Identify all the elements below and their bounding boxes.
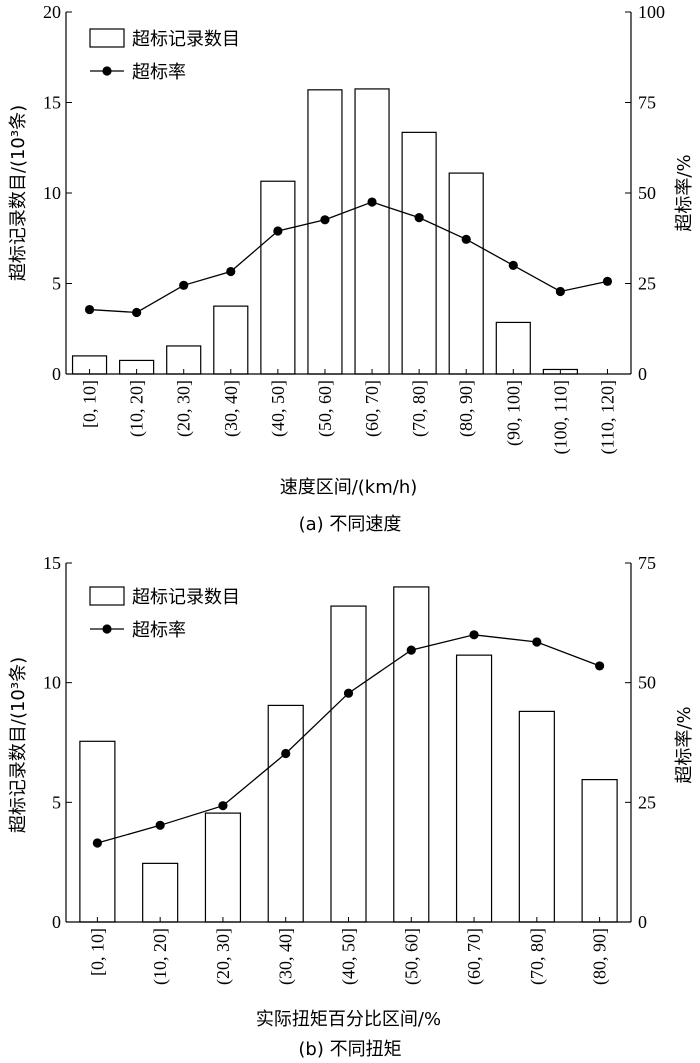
bar-5 [307, 89, 343, 375]
x-tick-label: (10, 20] [127, 380, 148, 437]
rate-point-1 [155, 820, 165, 830]
right-tick-label: 75 [638, 553, 656, 573]
x-tick-label: [0, 10] [87, 928, 107, 976]
left-tick-label: 20 [43, 2, 61, 22]
panel-caption: (a) 不同速度 [299, 514, 402, 535]
legend-bar-swatch [89, 586, 125, 606]
left-tick-label: 10 [43, 673, 61, 693]
rate-line [89, 201, 608, 314]
legend-line-marker [102, 66, 112, 76]
legend-bar-label: 超标记录数目 [132, 29, 240, 50]
rate-point-9 [508, 260, 518, 270]
x-tick-label: (90, 100] [503, 380, 524, 446]
right-tick-label: 50 [638, 183, 656, 203]
legend-line-label: 超标率 [132, 620, 186, 641]
x-tick-label: (10, 20] [150, 928, 171, 985]
rate-point-7 [414, 213, 424, 223]
rate-point-4 [273, 226, 283, 236]
panel-caption: (b) 不同扭矩 [298, 1039, 401, 1060]
x-tick-label: (50, 60] [315, 380, 336, 437]
left-tick-label: 0 [52, 364, 61, 384]
left-tick-label: 5 [52, 792, 61, 812]
x-tick-label: (30, 40] [276, 928, 297, 985]
x-axis-title: 速度区间/(km/h) [280, 477, 418, 498]
bar-7 [401, 131, 437, 375]
x-tick-label: [0, 10] [80, 380, 100, 428]
bar-6 [455, 654, 493, 923]
left-tick-label: 5 [52, 274, 61, 294]
x-tick-label: (50, 60] [401, 928, 422, 985]
right-tick-label: 0 [638, 364, 647, 384]
bar-3 [213, 305, 249, 375]
x-tick-label: (70, 80] [409, 380, 430, 437]
rate-point-6 [367, 197, 377, 207]
chart-panel-b: 0 5 10 15 0 25 50 75 [0, 10] (10, 20] (20, 30] (30,… [8, 553, 695, 1060]
bar-0 [79, 740, 116, 923]
legend-bar-label: 超标记录数目 [132, 587, 240, 608]
bar-8 [581, 778, 618, 923]
rate-point-2 [179, 280, 189, 290]
rate-point-8 [461, 234, 471, 244]
x-tick-label: (30, 40] [221, 380, 242, 437]
bar-4 [330, 605, 367, 923]
rate-point-5 [320, 215, 330, 225]
x-axis-title: 实际扭矩百分比区间/% [256, 1009, 441, 1030]
rate-point-0 [92, 838, 102, 848]
x-tick-label: (40, 50] [268, 380, 289, 437]
bar-8 [448, 172, 484, 375]
bar-6 [354, 88, 390, 375]
x-tick-label: (60, 70] [464, 928, 485, 985]
legend-line-label: 超标率 [132, 62, 186, 83]
x-tick-label: (60, 70] [362, 380, 383, 437]
bar-3 [267, 704, 304, 923]
bar-4 [260, 180, 296, 375]
y-axis-title: 超标记录数目/(10³条) [8, 105, 29, 281]
left-tick-label: 15 [43, 93, 61, 113]
rate-point-3 [281, 748, 291, 759]
x-tick-label: (20, 30] [213, 928, 234, 985]
rate-point-11 [602, 276, 613, 286]
x-tick-label: (100, 110] [550, 380, 571, 454]
legend-line-marker [102, 624, 112, 634]
right-tick-label: 0 [638, 912, 647, 932]
x-tick-label: (80, 90] [590, 928, 611, 985]
rate-point-4 [343, 688, 354, 698]
x-tick-label: (40, 50] [339, 928, 360, 985]
rate-point-10 [555, 286, 565, 297]
bar-7 [518, 710, 555, 923]
x-tick-label: (110, 120] [597, 380, 618, 454]
rate-point-8 [595, 661, 605, 671]
right-tick-label: 25 [638, 274, 656, 294]
bar-9 [495, 321, 531, 375]
legend-bar-swatch [89, 28, 125, 48]
y2-axis-title: 超标率/% [674, 706, 695, 783]
left-tick-label: 10 [43, 183, 61, 203]
bar-5 [393, 586, 430, 923]
bar-2 [204, 812, 242, 923]
x-tick-label: (70, 80] [527, 928, 548, 985]
right-tick-label: 50 [638, 673, 656, 693]
right-tick-label: 25 [638, 792, 656, 812]
y2-axis-title: 超标率/% [674, 154, 695, 231]
chart-panel-a: 0 5 10 15 20 0 25 50 75 100 [0, 10] (10, 20] (20, 30… [8, 2, 695, 535]
rate-point-0 [84, 304, 95, 315]
rate-point-3 [226, 266, 236, 277]
left-tick-label: 0 [52, 912, 61, 932]
right-tick-label: 75 [638, 93, 656, 113]
x-tick-label: (20, 30] [174, 380, 195, 437]
rate-point-7 [532, 637, 542, 647]
left-tick-label: 15 [43, 553, 61, 573]
y-axis-title: 超标记录数目/(10³条) [8, 657, 29, 833]
x-tick-label: (80, 90] [456, 380, 477, 437]
rate-point-2 [218, 801, 228, 811]
rate-point-6 [469, 630, 479, 640]
rate-point-1 [132, 307, 142, 318]
bar-1 [142, 862, 179, 923]
rate-point-5 [406, 645, 416, 655]
right-tick-label: 100 [638, 2, 665, 22]
